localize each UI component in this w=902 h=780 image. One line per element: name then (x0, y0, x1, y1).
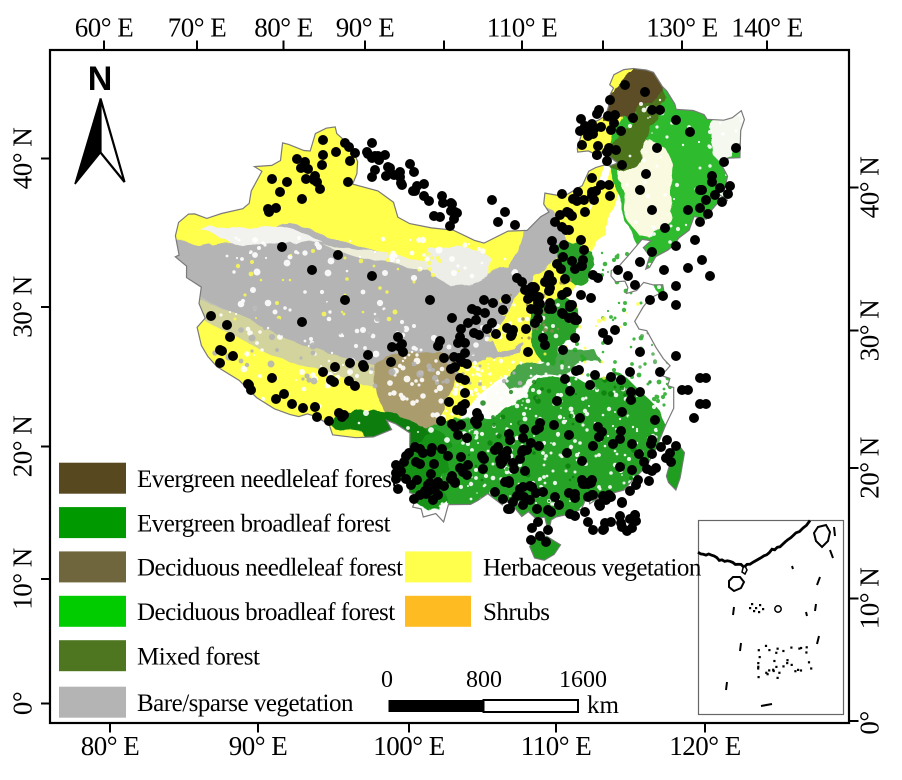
svg-text:110° E: 110° E (521, 731, 592, 761)
svg-text:30° N: 30° N (8, 276, 38, 338)
svg-text:10° N: 10° N (8, 548, 38, 610)
svg-text:90° E: 90° E (336, 13, 395, 43)
svg-text:0°: 0° (855, 711, 885, 734)
svg-text:km: km (587, 692, 620, 719)
svg-text:Herbaceous vegetation: Herbaceous vegetation (483, 555, 702, 582)
svg-text:Evergreen broadleaf forest: Evergreen broadleaf forest (137, 510, 391, 537)
svg-text:70° E: 70° E (168, 13, 227, 43)
svg-text:0: 0 (381, 667, 393, 693)
svg-text:20° N: 20° N (8, 416, 38, 478)
svg-text:800: 800 (466, 667, 502, 693)
svg-text:90° E: 90° E (229, 731, 288, 761)
svg-text:140° E: 140° E (731, 13, 803, 43)
svg-text:40° N: 40° N (855, 157, 885, 219)
svg-text:N: N (88, 60, 113, 98)
svg-text:120° E: 120° E (669, 731, 741, 761)
svg-text:80° E: 80° E (254, 13, 313, 43)
svg-text:80° E: 80° E (81, 731, 140, 761)
svg-text:10° N: 10° N (855, 568, 885, 630)
svg-text:110° E: 110° E (487, 13, 558, 43)
svg-text:100° E: 100° E (373, 731, 445, 761)
svg-text:130° E: 130° E (646, 13, 718, 43)
svg-text:0°: 0° (8, 692, 38, 715)
svg-text:Deciduous broadleaf forest: Deciduous broadleaf forest (137, 599, 395, 626)
svg-text:Deciduous needleleaf forest: Deciduous needleleaf forest (137, 555, 403, 582)
svg-text:40° N: 40° N (8, 128, 38, 190)
svg-text:Mixed forest: Mixed forest (137, 644, 260, 671)
svg-text:Evergreen needleleaf forest: Evergreen needleleaf forest (137, 466, 398, 493)
svg-text:1600: 1600 (559, 667, 607, 693)
svg-text:Shrubs: Shrubs (483, 599, 549, 626)
svg-text:60° E: 60° E (75, 13, 134, 43)
svg-text:Bare/sparse vegetation: Bare/sparse vegetation (137, 690, 354, 717)
svg-text:20° N: 20° N (855, 437, 885, 499)
svg-text:30° N: 30° N (855, 300, 885, 362)
